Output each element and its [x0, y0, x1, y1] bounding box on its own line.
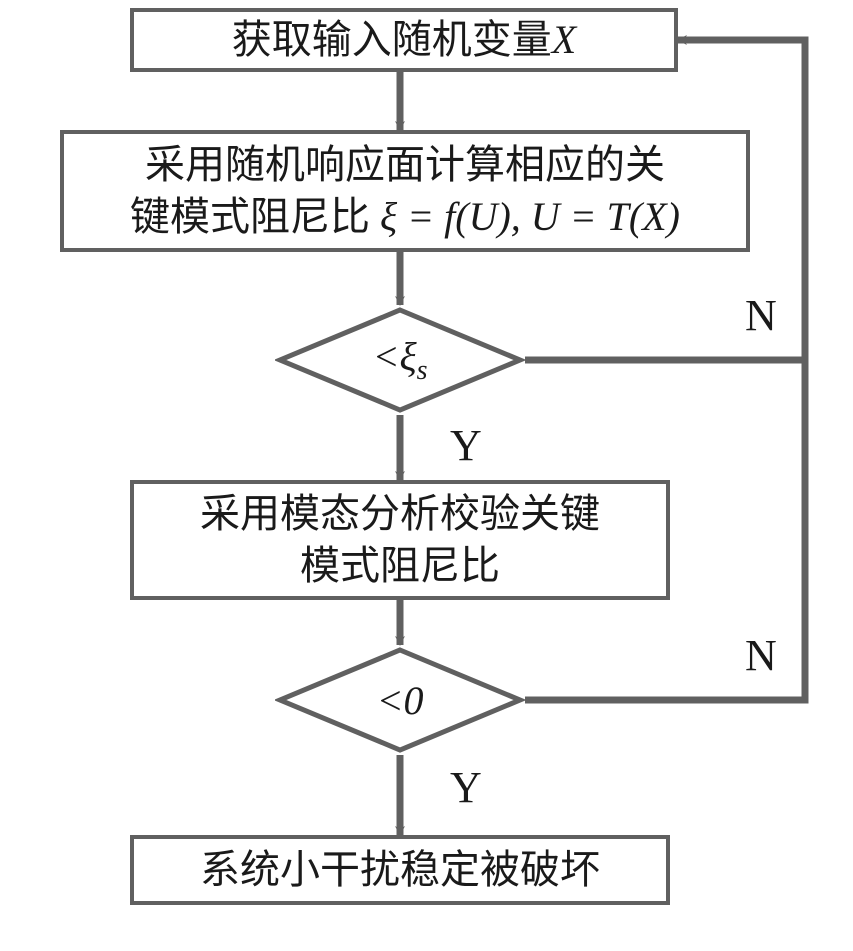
decision-lt-zero-label: <0 — [377, 677, 424, 724]
edge-label-Y: Y — [450, 420, 482, 471]
edge-label-N: N — [745, 630, 777, 681]
edges-layer — [0, 0, 853, 951]
decision-xi-label: <ξs — [372, 333, 427, 387]
edge-label-Y: Y — [450, 762, 482, 813]
edge-label-N: N — [745, 290, 777, 341]
flowchart-canvas: 获取输入随机变量X 采用随机响应面计算相应的关 键模式阻尼比 ξ = f(U),… — [0, 0, 853, 951]
